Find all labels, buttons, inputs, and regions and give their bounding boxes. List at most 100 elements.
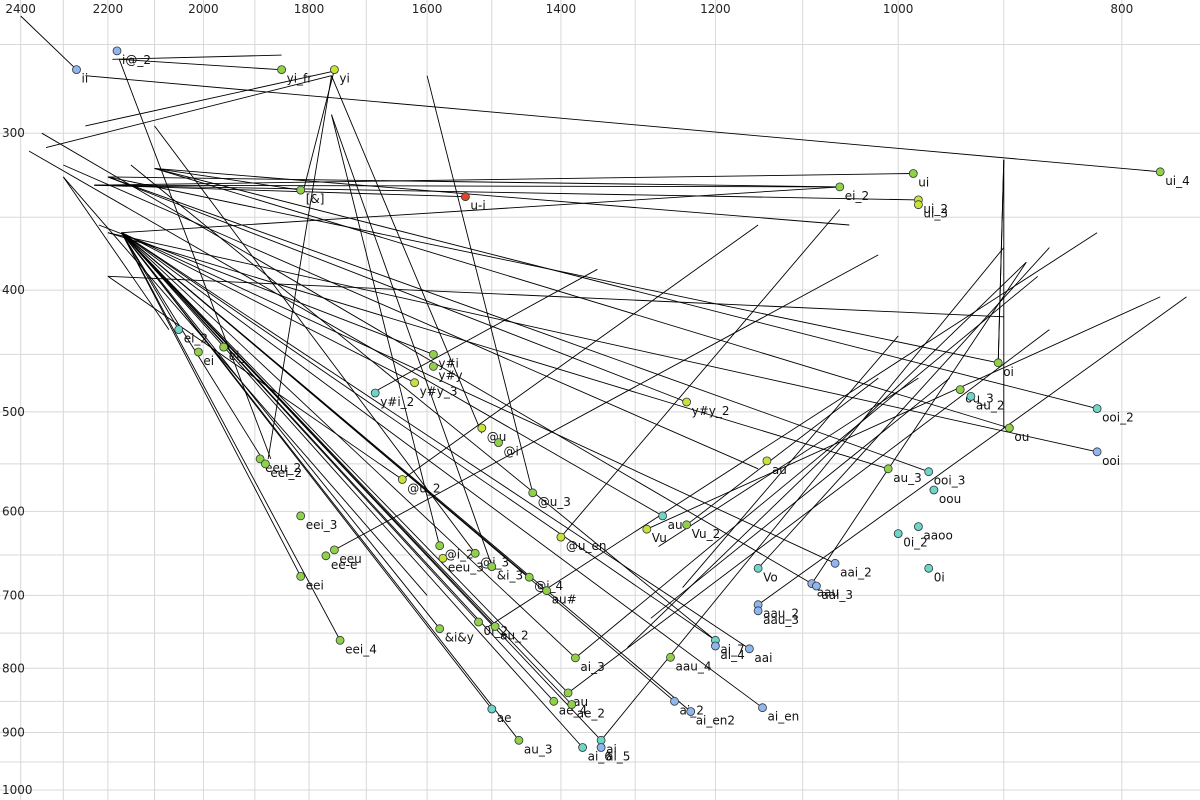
data-point <box>487 562 497 571</box>
point-label: @i <box>504 445 519 459</box>
point-label: y#y_3 <box>420 385 458 399</box>
connecting-line <box>121 232 716 641</box>
data-point <box>193 347 203 357</box>
point-label: i@_2 <box>122 53 151 67</box>
data-point <box>219 342 229 352</box>
y-tick-label: 600 <box>2 504 25 518</box>
point-label: ee-e <box>331 558 357 572</box>
point-label: ai_4 <box>720 648 744 662</box>
connecting-line <box>121 232 569 694</box>
data-point <box>666 652 675 662</box>
point-label: Vu_2 <box>692 527 721 541</box>
connecting-line <box>686 377 879 526</box>
connecting-line <box>997 159 1005 363</box>
point-label: eei <box>306 578 324 592</box>
point-label: y#y <box>438 368 462 382</box>
point-label: @i_4 <box>534 579 563 593</box>
x-tick-labels: 2400 2200 2000 1800 1600 1400 1200 1000 800 <box>5 2 1133 16</box>
connecting-line <box>119 58 279 71</box>
connecting-line <box>121 232 415 384</box>
data-point <box>370 388 380 398</box>
point-label: ei_2 <box>184 332 208 346</box>
data-point <box>428 349 438 359</box>
y-tick-label: 500 <box>2 405 25 419</box>
point-label: @u_3 <box>538 495 571 509</box>
point-label: y#i_2 <box>380 395 414 409</box>
data-point <box>397 475 407 484</box>
connecting-line <box>28 150 663 517</box>
connecting-line <box>402 224 759 480</box>
data-point <box>883 464 893 474</box>
connecting-line <box>121 232 341 641</box>
data-point <box>477 423 487 433</box>
point-label: oou <box>939 492 961 506</box>
connecting-line <box>658 377 919 547</box>
data-point <box>542 586 552 596</box>
connecting-line <box>94 173 914 186</box>
connecting-line <box>646 296 1161 530</box>
point-label: aau <box>817 586 839 600</box>
point-label: au# <box>552 593 577 607</box>
data-point <box>255 454 265 464</box>
data-point <box>410 378 420 388</box>
point-label: oi <box>1003 365 1014 379</box>
connecting-line <box>121 232 496 627</box>
data-point <box>571 653 580 663</box>
data-point <box>174 325 184 335</box>
connecting-line <box>154 167 301 191</box>
connecting-line <box>426 75 534 493</box>
data-point <box>642 524 652 534</box>
point-label: ii <box>82 72 89 86</box>
data-point <box>1092 447 1102 457</box>
point-label: &i&y <box>445 631 474 645</box>
point-label: 0i <box>934 570 945 584</box>
connecting-line <box>20 15 77 70</box>
connecting-line <box>682 335 899 588</box>
data-point <box>753 563 763 573</box>
data-point <box>596 735 606 745</box>
data-point <box>966 391 976 401</box>
point-label: aai_3 <box>821 588 853 602</box>
data-point <box>470 548 480 558</box>
y-tick-labels: 300 400 500 600 700 800 900 1000 <box>2 126 33 797</box>
x-tick-label: 1200 <box>700 2 731 16</box>
data-point <box>955 385 965 395</box>
connecting-line <box>107 176 840 188</box>
point-label: ai <box>606 742 617 756</box>
data-point <box>1092 404 1102 414</box>
point-label: ou <box>1014 430 1029 444</box>
point-label: eeu_2 <box>265 461 301 475</box>
point-label: @i_3 <box>480 555 509 569</box>
point-label: aaoo <box>923 529 952 543</box>
data-point <box>335 635 345 645</box>
data-point <box>563 688 573 698</box>
point-label: aau_3 <box>763 613 799 627</box>
point-label: @i_2 <box>445 548 474 562</box>
connecting-line <box>112 54 282 60</box>
data-point <box>329 65 339 74</box>
data-point <box>993 358 1003 368</box>
connecting-line <box>121 232 530 578</box>
point-label: ai_en <box>768 710 800 724</box>
data-point <box>812 581 821 591</box>
connecting-line <box>303 69 335 191</box>
data-point <box>428 361 438 371</box>
connecting-line <box>121 232 576 659</box>
connecting-line <box>107 232 889 470</box>
data-point <box>758 703 767 713</box>
point-label: au_3 <box>893 471 922 485</box>
connecting-line <box>62 176 170 330</box>
x-tick-label: 1400 <box>546 2 577 16</box>
point-label: eei_2 <box>270 466 302 480</box>
data-point <box>460 192 470 202</box>
point-label: u-i <box>470 199 485 213</box>
point-label: ae_2 <box>577 707 605 721</box>
point-label: aau_2 <box>763 607 799 621</box>
data-point <box>682 397 691 407</box>
point-label: eei_4 <box>345 642 377 656</box>
point-label: eei_3 <box>306 518 338 532</box>
connecting-lines <box>20 15 1187 748</box>
point-label: ai_5 <box>606 750 630 764</box>
point-label: @u_2 <box>407 482 440 496</box>
point-label: ui <box>918 176 929 190</box>
